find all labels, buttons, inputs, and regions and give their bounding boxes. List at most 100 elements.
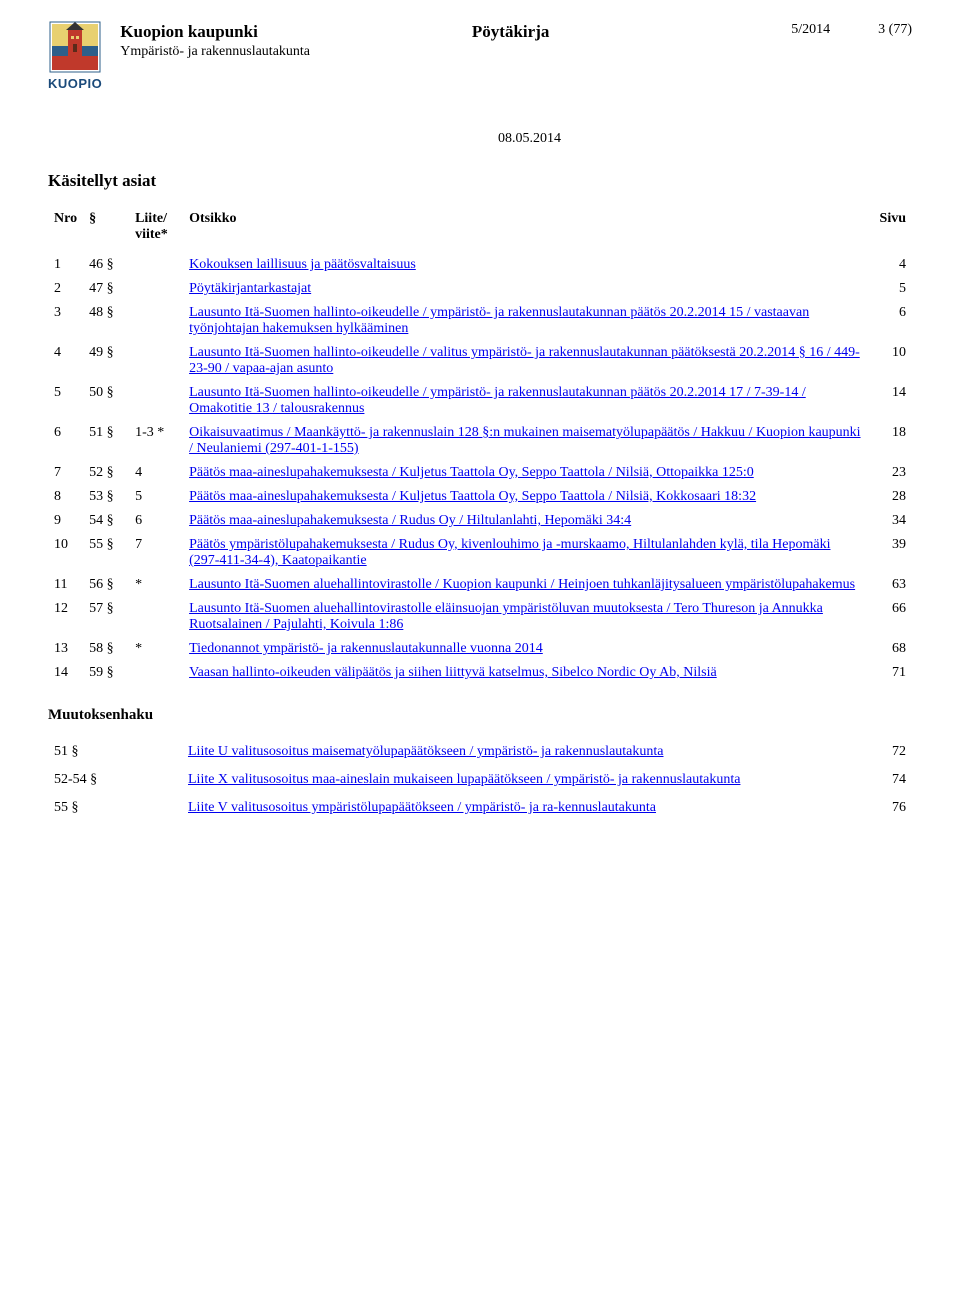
row-title-link[interactable]: Lausunto Itä-Suomen hallinto-oikeudelle …	[189, 385, 806, 416]
row-title-link[interactable]: Päätös maa-aineslupahakemuksesta / Kulje…	[189, 465, 754, 480]
row-title-link[interactable]: Vaasan hallinto-oikeuden välipäätös ja s…	[189, 665, 717, 680]
row-nro: 1	[48, 253, 83, 277]
table-row: 853 §5 Päätös maa-aineslupahakemuksesta /…	[48, 485, 912, 509]
table-row: 449 § Lausunto Itä-Suomen hallinto-oikeud…	[48, 341, 912, 381]
row-nro: 14	[48, 661, 83, 685]
row-liite	[129, 253, 183, 277]
row-liite: 7	[129, 533, 183, 573]
section-title: Käsitellyt asiat	[48, 171, 912, 191]
table-row: 55 §Liite V valitusosoitus ympäristölupa…	[48, 794, 912, 822]
document-type: Pöytäkirja	[472, 22, 549, 42]
kuopio-logo-icon	[48, 20, 102, 74]
row-page: 68	[868, 637, 912, 661]
logo-text: KUOPIO	[48, 76, 102, 91]
toc-table: Nro § Liite/ viite* Otsikko Sivu 146 §Ko…	[48, 207, 912, 685]
appeal-section: 51 §	[48, 738, 182, 766]
appeal-title-link[interactable]: Liite U valitusosoitus maisematyölupapää…	[188, 744, 664, 759]
row-title-cell: Lausunto Itä-Suomen aluehallintovirastol…	[183, 573, 868, 597]
table-row: 550 § Lausunto Itä-Suomen hallinto-oikeud…	[48, 381, 912, 421]
row-nro: 8	[48, 485, 83, 509]
row-section: 59 §	[83, 661, 129, 685]
row-title-link[interactable]: Lausunto Itä-Suomen aluehallintovirastol…	[189, 601, 823, 632]
row-title-link[interactable]: Päätös maa-aineslupahakemuksesta / Rudus…	[189, 513, 631, 528]
row-section: 49 §	[83, 341, 129, 381]
table-row: 1358 §*Tiedonannot ympäristö- ja rakennu…	[48, 637, 912, 661]
row-section: 47 §	[83, 277, 129, 301]
row-nro: 4	[48, 341, 83, 381]
table-row: 247 §Pöytäkirjantarkastajat5	[48, 277, 912, 301]
row-title-cell: Lausunto Itä-Suomen hallinto-oikeudelle …	[183, 301, 868, 341]
board-name: Ympäristö- ja rakennuslautakunta	[120, 44, 310, 60]
table-row: 51 § Liite U valitusosoitus maisematyölup…	[48, 738, 912, 766]
row-nro: 3	[48, 301, 83, 341]
row-section: 51 §	[83, 421, 129, 461]
row-title-cell: Pöytäkirjantarkastajat	[183, 277, 868, 301]
appeal-title-cell: Liite X valitusosoitus maa-aineslain muk…	[182, 766, 868, 794]
table-row: 954 §6Päätös maa-aineslupahakemuksesta /…	[48, 509, 912, 533]
row-page: 34	[868, 509, 912, 533]
row-nro: 7	[48, 461, 83, 485]
row-page: 28	[868, 485, 912, 509]
row-page: 10	[868, 341, 912, 381]
row-liite	[129, 597, 183, 637]
row-nro: 10	[48, 533, 83, 573]
row-nro: 6	[48, 421, 83, 461]
row-title-link[interactable]: Päätös maa-aineslupahakemuksesta / Kulje…	[189, 489, 756, 504]
row-nro: 11	[48, 573, 83, 597]
header-left: Kuopion kaupunki Ympäristö- ja rakennusl…	[120, 22, 310, 60]
row-page: 23	[868, 461, 912, 485]
appeal-title-link[interactable]: Liite X valitusosoitus maa-aineslain muk…	[188, 772, 740, 787]
row-section: 50 §	[83, 381, 129, 421]
row-title-cell: Tiedonannot ympäristö- ja rakennuslautak…	[183, 637, 868, 661]
appeal-title-cell: Liite U valitusosoitus maisematyölupapää…	[182, 738, 868, 766]
row-nro: 12	[48, 597, 83, 637]
table-row: 1257 §Lausunto Itä-Suomen aluehallintovi…	[48, 597, 912, 637]
appeal-section: 52-54 §	[48, 766, 182, 794]
row-title-link[interactable]: Lausunto Itä-Suomen hallinto-oikeudelle …	[189, 305, 809, 336]
row-section: 58 §	[83, 637, 129, 661]
row-title-link[interactable]: Tiedonannot ympäristö- ja rakennuslautak…	[189, 641, 543, 656]
row-section: 53 §	[83, 485, 129, 509]
table-row: 348 §Lausunto Itä-Suomen hallinto-oikeud…	[48, 301, 912, 341]
row-section: 54 §	[83, 509, 129, 533]
row-liite: 6	[129, 509, 183, 533]
row-liite	[129, 341, 183, 381]
row-title-link[interactable]: Lausunto Itä-Suomen aluehallintovirastol…	[189, 577, 855, 592]
col-header-sivu: Sivu	[868, 207, 912, 253]
row-title-link[interactable]: Oikaisuvaatimus / Maankäyttö- ja rakennu…	[189, 425, 860, 456]
row-page: 66	[868, 597, 912, 637]
appeals-title: Muutoksenhaku	[48, 707, 912, 724]
row-liite: 5	[129, 485, 183, 509]
row-liite: *	[129, 573, 183, 597]
row-nro: 2	[48, 277, 83, 301]
logo-block: KUOPIO	[48, 20, 102, 91]
header-right: 5/2014 3 (77)	[791, 22, 912, 38]
appeal-title-link[interactable]: Liite V valitusosoitus ympäristölupapäät…	[188, 800, 656, 815]
row-liite: 1-3 *	[129, 421, 183, 461]
row-title-link[interactable]: Lausunto Itä-Suomen hallinto-oikeudelle …	[189, 345, 860, 376]
appeal-title-cell: Liite V valitusosoitus ympäristölupapäät…	[182, 794, 868, 822]
row-title-cell: Päätös maa-aineslupahakemuksesta / Rudus…	[183, 509, 868, 533]
row-title-cell: Päätös maa-aineslupahakemuksesta / Kulje…	[183, 461, 868, 485]
table-row: 52-54 § Liite X valitusosoitus maa-ainesl…	[48, 766, 912, 794]
row-title-cell: Lausunto Itä-Suomen aluehallintovirastol…	[183, 597, 868, 637]
row-title-cell: Lausunto Itä-Suomen hallinto-oikeudelle …	[183, 341, 868, 381]
row-page: 14	[868, 381, 912, 421]
col-header-liite: Liite/ viite*	[129, 207, 183, 253]
row-liite: 4	[129, 461, 183, 485]
row-title-link[interactable]: Kokouksen laillisuus ja päätösvaltaisuus	[189, 257, 416, 272]
col-header-section: §	[83, 207, 129, 253]
document-header: KUOPIO Kuopion kaupunki Ympäristö- ja ra…	[48, 20, 912, 91]
row-nro: 5	[48, 381, 83, 421]
document-date: 08.05.2014	[498, 131, 912, 147]
table-row: 752 §4Päätös maa-aineslupahakemuksesta /…	[48, 461, 912, 485]
row-liite: *	[129, 637, 183, 661]
row-section: 46 §	[83, 253, 129, 277]
row-page: 18	[868, 421, 912, 461]
row-title-link[interactable]: Pöytäkirjantarkastajat	[189, 281, 311, 296]
row-page: 4	[868, 253, 912, 277]
row-title-link[interactable]: Päätös ympäristölupahakemuksesta / Rudus…	[189, 537, 830, 568]
toc-header-row: Nro § Liite/ viite* Otsikko Sivu	[48, 207, 912, 253]
row-liite	[129, 301, 183, 341]
row-title-cell: Kokouksen laillisuus ja päätösvaltaisuus	[183, 253, 868, 277]
